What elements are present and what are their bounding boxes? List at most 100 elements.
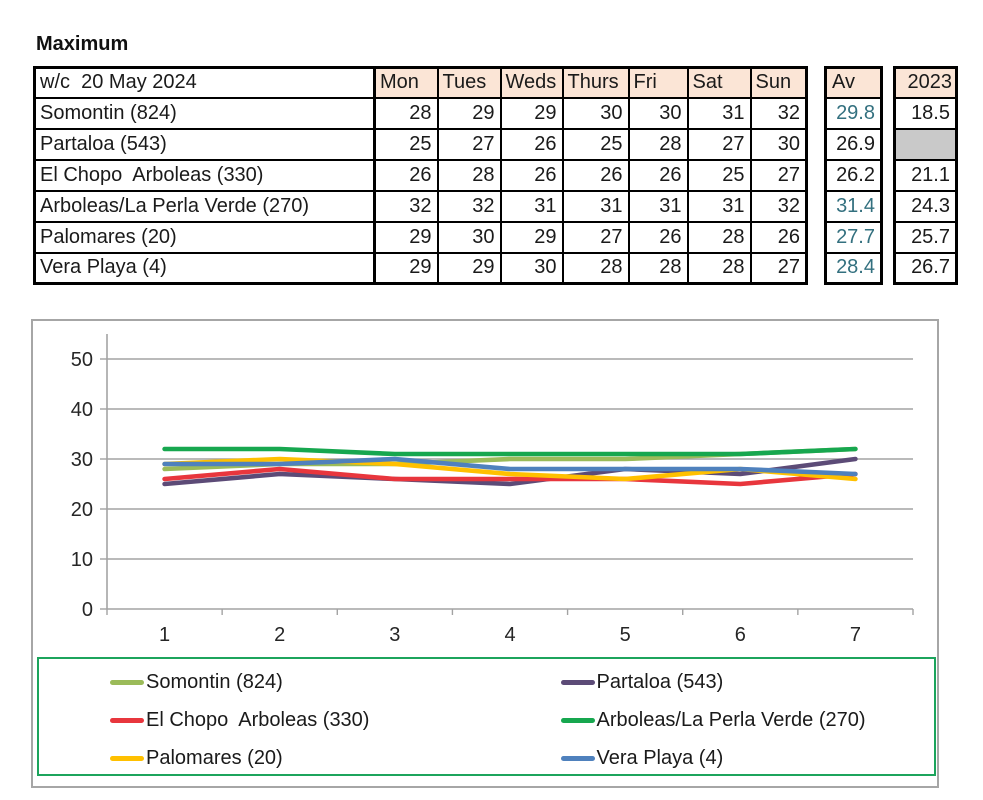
temperature-cell[interactable]: 28	[436, 158, 502, 192]
year-2023-value-cell[interactable]: 25.7	[893, 220, 958, 254]
table-row: El Chopo Arboleas (330) 26 28 26 26 26 25 27	[33, 158, 808, 192]
average-column-table: Av 29.8 26.9 26.2 31.4 27.7 28.4	[824, 66, 883, 285]
location-label-cell[interactable]: Somontin (824)	[33, 96, 376, 130]
day-header-cell[interactable]: Sun	[749, 66, 808, 99]
day-header-cell[interactable]: Thurs	[561, 66, 630, 99]
day-header-cell[interactable]: Mon	[373, 66, 439, 99]
temperature-cell[interactable]: 30	[561, 96, 630, 130]
temperature-cell[interactable]: 25	[373, 127, 439, 161]
y-axis-tick-label: 10	[71, 549, 93, 571]
year-2023-empty-cell[interactable]	[893, 127, 958, 161]
table-row: Palomares (20) 29 30 29 27 26 28 26	[33, 220, 808, 254]
table-row: 25.7	[893, 220, 958, 254]
table-row: 21.1	[893, 158, 958, 192]
temperature-cell[interactable]: 25	[561, 127, 630, 161]
table-row: Arboleas/La Perla Verde (270) 32 32 31 31 31 3…	[33, 189, 808, 223]
series-line-3	[162, 466, 858, 487]
temperature-cell[interactable]: 30	[436, 220, 502, 254]
average-value-cell[interactable]: 31.4	[824, 189, 883, 223]
legend-label: El Chopo Arboleas (330)	[146, 708, 370, 731]
average-value-cell[interactable]: 28.4	[824, 251, 883, 285]
temperature-cell[interactable]: 27	[686, 127, 752, 161]
year-2023-value-cell[interactable]: 18.5	[893, 96, 958, 130]
legend-item: Somontin (824)	[39, 663, 487, 701]
table-row: 26.7	[893, 251, 958, 285]
temperature-cell[interactable]: 26	[627, 158, 689, 192]
temperature-cell[interactable]: 32	[436, 189, 502, 223]
y-axis-tick-label: 30	[71, 449, 93, 471]
average-header-row: Av	[824, 66, 883, 99]
temperature-cell[interactable]: 28	[686, 220, 752, 254]
temperature-cell[interactable]: 31	[627, 189, 689, 223]
temperature-cell[interactable]: 25	[686, 158, 752, 192]
temperature-cell[interactable]: 31	[686, 96, 752, 130]
temperature-cell[interactable]: 31	[561, 189, 630, 223]
temperature-cell[interactable]: 27	[749, 158, 808, 192]
location-label-cell[interactable]: Partaloa (543)	[33, 127, 376, 161]
x-axis-tick-label: 7	[850, 624, 861, 646]
legend-line-swatch	[560, 717, 595, 723]
legend-item: Vera Playa (4)	[487, 739, 935, 777]
temperature-cell[interactable]: 30	[627, 96, 689, 130]
temperature-cell[interactable]: 26	[561, 158, 630, 192]
temperature-cell[interactable]: 29	[373, 251, 439, 285]
temperature-cell[interactable]: 29	[436, 96, 502, 130]
temperature-cell[interactable]: 28	[627, 127, 689, 161]
legend-label: Vera Playa (4)	[596, 746, 724, 769]
average-value-cell[interactable]: 26.9	[824, 127, 883, 161]
year-2023-header-cell[interactable]: 2023	[893, 66, 958, 99]
day-header-cell[interactable]: Sat	[686, 66, 752, 99]
average-value-cell[interactable]: 26.2	[824, 158, 883, 192]
year-2023-column-table: 2023 18.5 21.1 24.3 25.7 26.7	[893, 66, 958, 285]
temperature-cell[interactable]: 26	[373, 158, 439, 192]
temperature-cell[interactable]: 28	[686, 251, 752, 285]
year-2023-value-cell[interactable]: 26.7	[893, 251, 958, 285]
temperature-cell[interactable]: 28	[561, 251, 630, 285]
temperature-cell[interactable]: 28	[627, 251, 689, 285]
location-label-cell[interactable]: Arboleas/La Perla Verde (270)	[33, 189, 376, 223]
x-axis-tick-label: 6	[735, 624, 746, 646]
location-label-cell[interactable]: Vera Playa (4)	[33, 251, 376, 285]
temperature-cell[interactable]: 28	[373, 96, 439, 130]
average-header-cell[interactable]: Av	[824, 66, 883, 99]
x-axis-tick-label: 3	[389, 624, 400, 646]
day-header-cell[interactable]: Fri	[627, 66, 689, 99]
week-commencing-cell[interactable]: w/c 20 May 2024	[33, 66, 376, 99]
temperature-cell[interactable]: 32	[749, 96, 808, 130]
temperature-cell[interactable]: 32	[749, 189, 808, 223]
temperature-cell[interactable]: 27	[561, 220, 630, 254]
year-2023-value-cell[interactable]: 21.1	[893, 158, 958, 192]
location-label-cell[interactable]: El Chopo Arboleas (330)	[33, 158, 376, 192]
legend-line-swatch	[560, 679, 595, 685]
temperature-cell[interactable]: 31	[686, 189, 752, 223]
legend-line-swatch	[110, 755, 144, 761]
temperature-cell[interactable]: 29	[373, 220, 439, 254]
table-row: 18.5	[893, 96, 958, 130]
temperature-cell[interactable]: 29	[499, 96, 564, 130]
location-label-cell[interactable]: Palomares (20)	[33, 220, 376, 254]
y-axis-tick-label: 40	[71, 399, 93, 421]
temperature-cell[interactable]: 29	[499, 220, 564, 254]
temperature-cell[interactable]: 31	[499, 189, 564, 223]
day-header-cell[interactable]: Weds	[499, 66, 564, 99]
table-row: Partaloa (543) 25 27 26 25 28 27 30	[33, 127, 808, 161]
temperature-cell[interactable]: 26	[499, 158, 564, 192]
temperature-cell[interactable]: 26	[749, 220, 808, 254]
table-row: 31.4	[824, 189, 883, 223]
day-header-cell[interactable]: Tues	[436, 66, 502, 99]
legend-label: Palomares (20)	[146, 746, 283, 769]
average-value-cell[interactable]: 27.7	[824, 220, 883, 254]
temperature-cell[interactable]: 30	[749, 127, 808, 161]
temperature-cell[interactable]: 26	[627, 220, 689, 254]
legend-line-swatch	[110, 717, 144, 723]
year-2023-value-cell[interactable]: 24.3	[893, 189, 958, 223]
x-axis-tick-label: 4	[504, 624, 515, 646]
temperature-cell[interactable]: 32	[373, 189, 439, 223]
temperature-cell[interactable]: 26	[499, 127, 564, 161]
table-row: Vera Playa (4) 29 29 30 28 28 28 27	[33, 251, 808, 285]
temperature-cell[interactable]: 27	[436, 127, 502, 161]
temperature-cell[interactable]: 30	[499, 251, 564, 285]
temperature-cell[interactable]: 29	[436, 251, 502, 285]
average-value-cell[interactable]: 29.8	[824, 96, 883, 130]
temperature-cell[interactable]: 27	[749, 251, 808, 285]
